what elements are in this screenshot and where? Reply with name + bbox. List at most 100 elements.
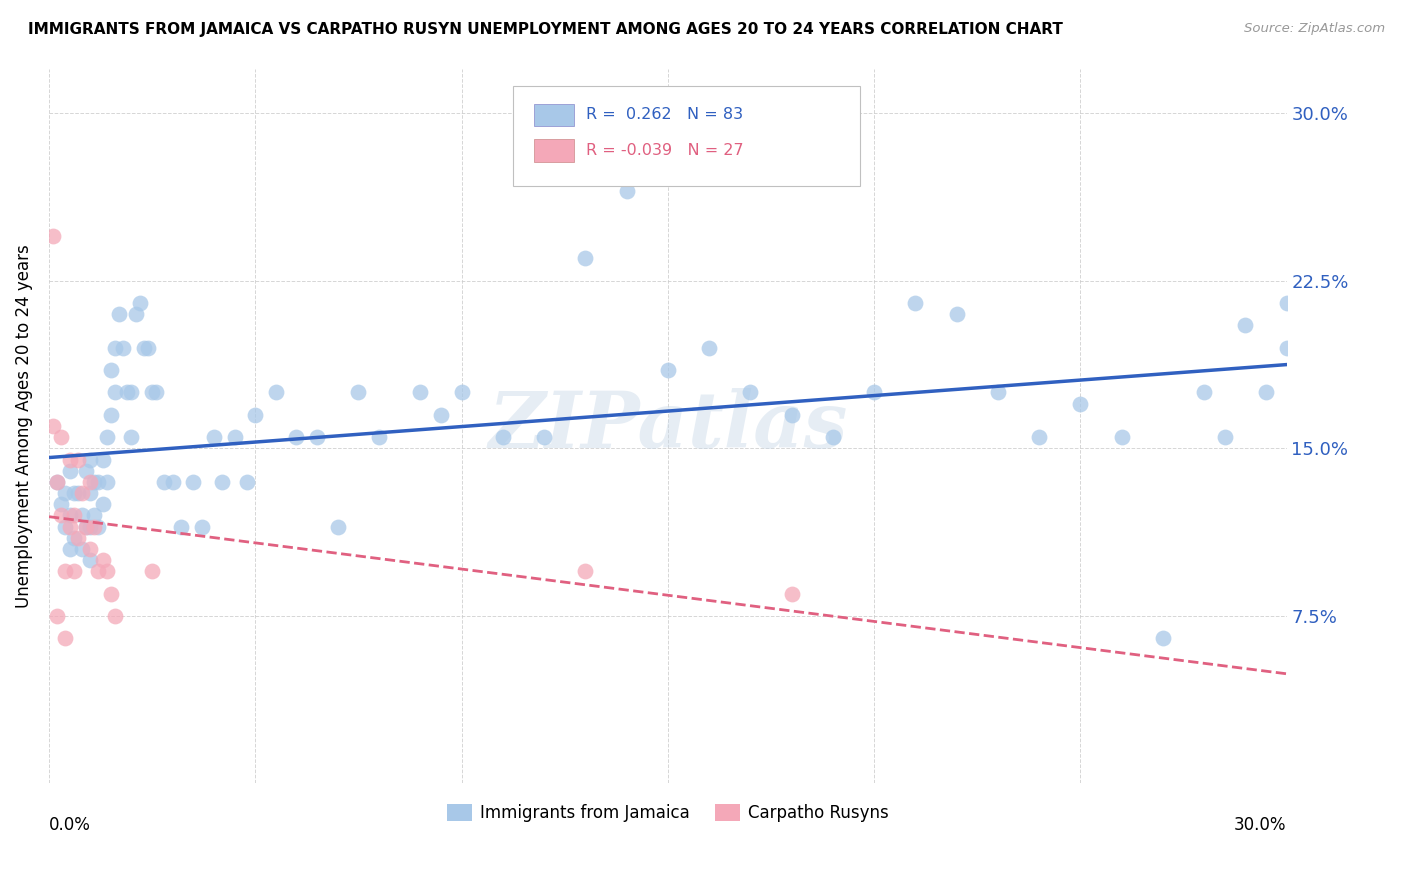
Point [1069, 397, 1091, 411]
Point [1254, 385, 1277, 400]
Point [162, 475, 184, 489]
Point [224, 430, 246, 444]
Point [190, 519, 212, 533]
Point [136, 341, 159, 355]
Point [1192, 385, 1215, 400]
Point [59, 541, 82, 556]
Point [430, 408, 453, 422]
Point [70, 508, 93, 523]
Point [42, 229, 65, 244]
Point [87, 519, 110, 533]
Point [347, 385, 370, 400]
Point [574, 252, 596, 266]
Text: Source: ZipAtlas.com: Source: ZipAtlas.com [1244, 22, 1385, 36]
Point [780, 408, 803, 422]
Point [51, 508, 73, 523]
Point [100, 363, 122, 377]
Point [124, 307, 146, 321]
Point [211, 475, 233, 489]
Point [100, 586, 122, 600]
Point [368, 430, 391, 444]
Point [75, 519, 97, 533]
Point [574, 564, 596, 578]
Point [59, 464, 82, 478]
Point [987, 385, 1010, 400]
Point [657, 363, 679, 377]
Point [51, 430, 73, 444]
FancyBboxPatch shape [534, 103, 574, 127]
Point [46, 475, 69, 489]
FancyBboxPatch shape [534, 139, 574, 162]
Point [533, 430, 555, 444]
Point [96, 564, 118, 578]
Point [307, 430, 329, 444]
Point [104, 385, 127, 400]
Point [96, 475, 118, 489]
Point [153, 475, 176, 489]
Point [83, 475, 105, 489]
Point [821, 430, 844, 444]
Text: 0.0%: 0.0% [49, 815, 91, 834]
Point [83, 508, 105, 523]
Point [59, 452, 82, 467]
Point [170, 519, 193, 533]
Point [59, 519, 82, 533]
Point [70, 486, 93, 500]
Point [780, 586, 803, 600]
Point [100, 408, 122, 422]
Point [202, 430, 225, 444]
Point [75, 464, 97, 478]
Point [245, 408, 267, 422]
Point [66, 452, 89, 467]
Point [83, 519, 105, 533]
Point [740, 385, 762, 400]
Legend: Immigrants from Jamaica, Carpatho Rusyns: Immigrants from Jamaica, Carpatho Rusyns [440, 797, 896, 829]
Point [79, 553, 101, 567]
Text: 30.0%: 30.0% [1234, 815, 1286, 834]
Text: R =  0.262   N = 83: R = 0.262 N = 83 [586, 108, 744, 122]
Point [492, 430, 515, 444]
Point [87, 564, 110, 578]
Point [79, 519, 101, 533]
FancyBboxPatch shape [513, 87, 859, 186]
Point [91, 452, 114, 467]
Point [62, 564, 84, 578]
Point [132, 341, 155, 355]
Point [128, 296, 150, 310]
Point [79, 486, 101, 500]
Point [616, 185, 638, 199]
Point [141, 564, 163, 578]
Point [697, 341, 720, 355]
Point [104, 341, 127, 355]
Point [70, 541, 93, 556]
Point [121, 385, 143, 400]
Point [55, 486, 77, 500]
Point [409, 385, 432, 400]
Point [62, 508, 84, 523]
Point [59, 508, 82, 523]
Point [66, 486, 89, 500]
Point [121, 430, 143, 444]
Point [91, 553, 114, 567]
Point [66, 531, 89, 545]
Point [51, 497, 73, 511]
Point [904, 296, 927, 310]
Point [1111, 430, 1133, 444]
Point [112, 341, 135, 355]
Point [863, 385, 886, 400]
Point [264, 385, 287, 400]
Point [1152, 632, 1174, 646]
Point [96, 430, 118, 444]
Point [1275, 296, 1298, 310]
Text: R = -0.039   N = 27: R = -0.039 N = 27 [586, 144, 744, 158]
Point [450, 385, 472, 400]
Point [79, 541, 101, 556]
Point [145, 385, 167, 400]
Y-axis label: Unemployment Among Ages 20 to 24 years: Unemployment Among Ages 20 to 24 years [15, 244, 32, 607]
Point [55, 564, 77, 578]
Point [1234, 318, 1257, 333]
Point [87, 475, 110, 489]
Point [104, 608, 127, 623]
Point [46, 608, 69, 623]
Point [79, 452, 101, 467]
